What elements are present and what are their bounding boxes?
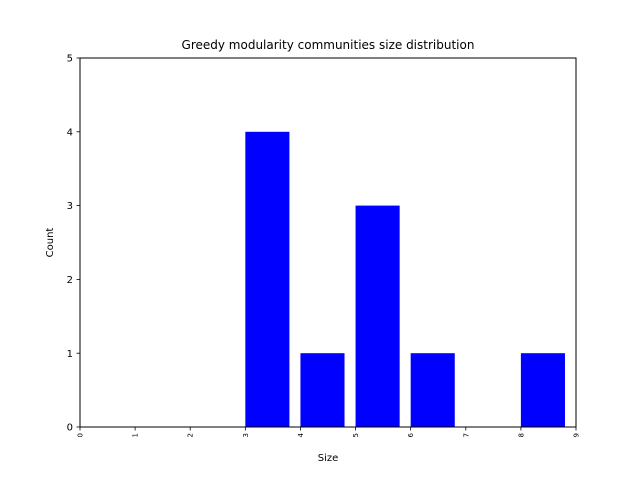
x-tick-label: 2 bbox=[187, 433, 195, 437]
y-tick-label: 0 bbox=[67, 423, 73, 434]
x-tick-label: 6 bbox=[407, 432, 415, 437]
y-tick-label: 2 bbox=[67, 275, 73, 286]
x-tick-label: 7 bbox=[462, 433, 470, 437]
y-tick-label: 4 bbox=[67, 127, 73, 138]
x-tick-label: 4 bbox=[297, 432, 305, 437]
x-tick-label: 0 bbox=[77, 433, 85, 437]
plot-frame bbox=[79, 57, 577, 428]
y-tick-label: 5 bbox=[67, 54, 73, 65]
y-axis-label: Count bbox=[45, 228, 56, 258]
y-axis-ticks: 0 1 2 3 4 5 bbox=[67, 54, 80, 434]
x-tick-label: 9 bbox=[573, 433, 581, 437]
x-tick-label: 3 bbox=[242, 433, 250, 437]
bar-4 bbox=[520, 353, 565, 427]
x-axis-label: Size bbox=[318, 453, 339, 464]
x-tick-label: 8 bbox=[517, 433, 525, 437]
chart-title: Greedy modularity communities size distr… bbox=[182, 38, 475, 52]
bar-3 bbox=[410, 353, 455, 427]
y-tick-label: 3 bbox=[67, 201, 73, 212]
x-axis-ticks: 0 1 2 3 4 5 6 7 8 9 bbox=[77, 427, 581, 437]
bars-group bbox=[245, 131, 565, 428]
x-tick-label: 5 bbox=[352, 433, 360, 437]
bar-1 bbox=[300, 353, 345, 427]
x-tick-label: 1 bbox=[132, 433, 140, 437]
bar-0 bbox=[245, 131, 290, 428]
y-tick-label: 1 bbox=[67, 349, 73, 360]
bar-2 bbox=[355, 205, 400, 427]
